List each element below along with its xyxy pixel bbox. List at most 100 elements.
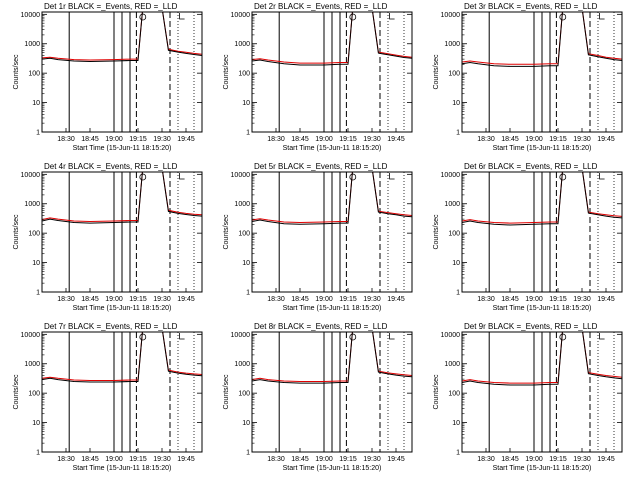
x-tick-label: 19:45: [177, 456, 195, 463]
y-tick-label: 1: [246, 450, 250, 457]
y-tick-label: 10: [452, 260, 460, 267]
y-tick-label: 1000: [444, 361, 460, 368]
x-tick-label: 18:30: [57, 136, 75, 143]
y-tick-label: 10000: [231, 172, 251, 179]
x-tick-label: 19:15: [549, 456, 567, 463]
y-tick-label: 1000: [444, 201, 460, 208]
x-tick-label: 19:45: [387, 456, 405, 463]
x-tick-label: 19:45: [387, 136, 405, 143]
x-tick-label: 19:15: [129, 136, 147, 143]
y-axis-label: Counts/sec: [223, 214, 230, 250]
y-tick-label: 1: [246, 130, 250, 137]
x-axis-label: Start Time (15-Jun-11 18:15:20): [283, 465, 382, 472]
y-tick-label: 1000: [24, 201, 40, 208]
y-axis-label: Counts/sec: [433, 54, 440, 90]
y-tick-label: 100: [448, 231, 460, 238]
y-tick-label: 10000: [21, 12, 41, 19]
y-tick-label: 10000: [231, 12, 251, 19]
panel-title: Det 4r BLACK =_Events, RED =_LLD: [44, 162, 178, 171]
panel-frame: [461, 171, 623, 293]
x-tick-label: 18:30: [267, 456, 285, 463]
series-line-events: [42, 172, 202, 224]
x-tick-label: 19:15: [549, 136, 567, 143]
panel-frame: [251, 11, 413, 133]
flag-step-marker: [389, 173, 395, 180]
flag-circle-marker: [559, 13, 567, 21]
x-axis-label: Start Time (15-Jun-11 18:15:20): [73, 305, 172, 312]
series-line-events: [462, 172, 622, 226]
detector-panel-6: Det 6r BLACK =_Events, RED =_LLD 1 10 100 10…: [433, 162, 623, 312]
series-line-events: [252, 12, 412, 66]
x-tick-label: 19:15: [339, 136, 357, 143]
panel-plot-area: [252, 12, 412, 132]
x-tick-label: 19:45: [177, 296, 195, 303]
detector-panel-5: Det 5r BLACK =_Events, RED =_LLD 1 10 100 10…: [223, 162, 413, 312]
x-tick-label: 19:30: [363, 136, 381, 143]
y-axis-label: Counts/sec: [223, 54, 230, 90]
y-tick-label: 100: [28, 71, 40, 78]
x-tick-label: 19:00: [105, 296, 123, 303]
flag-step-marker: [179, 173, 185, 180]
y-tick-label: 10: [242, 260, 250, 267]
x-tick-label: 19:45: [597, 456, 615, 463]
x-tick-label: 18:45: [291, 456, 309, 463]
x-tick-label: 19:30: [573, 136, 591, 143]
y-tick-label: 1000: [24, 361, 40, 368]
panel-plot-area: [42, 172, 202, 292]
x-tick-label: 19:30: [573, 456, 591, 463]
series-line-events: [462, 12, 622, 67]
x-tick-label: 19:15: [129, 456, 147, 463]
flag-step-marker: [179, 13, 185, 20]
panel-plot-area: [462, 172, 622, 292]
series-line-events: [252, 172, 412, 225]
x-tick-label: 18:45: [291, 136, 309, 143]
x-tick-label: 19:30: [153, 136, 171, 143]
flag-step-marker: [599, 173, 605, 180]
x-tick-label: 19:45: [387, 296, 405, 303]
x-tick-label: 19:00: [105, 456, 123, 463]
flag-circle-marker: [139, 173, 147, 181]
x-tick-label: 19:30: [573, 296, 591, 303]
y-tick-label: 10000: [21, 172, 41, 179]
panel-frame: [461, 11, 623, 133]
x-tick-label: 18:30: [267, 296, 285, 303]
x-tick-label: 19:30: [153, 456, 171, 463]
x-tick-label: 19:15: [339, 296, 357, 303]
x-axis-label: Start Time (15-Jun-11 18:15:20): [283, 145, 382, 152]
y-tick-label: 10: [452, 420, 460, 427]
panel-plot-area: [252, 172, 412, 292]
flag-circle-marker: [559, 333, 567, 341]
x-tick-label: 18:30: [57, 296, 75, 303]
panel-plot-area: [252, 332, 412, 452]
x-tick-label: 18:45: [501, 136, 519, 143]
x-tick-label: 19:00: [315, 296, 333, 303]
y-tick-label: 10: [242, 100, 250, 107]
series-line-events: [462, 332, 622, 386]
detector-panel-8: Det 8r BLACK =_Events, RED =_LLD 1 10 100 10…: [223, 322, 413, 472]
y-tick-label: 10: [32, 100, 40, 107]
y-tick-label: 10: [32, 260, 40, 267]
flag-circle-marker: [349, 333, 357, 341]
x-tick-label: 19:15: [339, 456, 357, 463]
y-axis-label: Counts/sec: [13, 214, 20, 250]
x-tick-label: 19:00: [315, 136, 333, 143]
flag-circle-marker: [349, 173, 357, 181]
y-tick-label: 10: [242, 420, 250, 427]
detector-panel-9: Det 9r BLACK =_Events, RED =_LLD 1 10 100 10…: [433, 322, 623, 472]
x-tick-label: 18:45: [501, 296, 519, 303]
panel-title: Det 6r BLACK =_Events, RED =_LLD: [464, 162, 598, 171]
x-tick-label: 19:45: [597, 136, 615, 143]
y-tick-label: 1: [456, 450, 460, 457]
x-tick-label: 19:00: [105, 136, 123, 143]
x-axis-label: Start Time (15-Jun-11 18:15:20): [73, 145, 172, 152]
flag-circle-marker: [349, 13, 357, 21]
y-tick-label: 1000: [234, 361, 250, 368]
y-tick-label: 1: [456, 130, 460, 137]
y-tick-label: 1: [456, 290, 460, 297]
panel-frame: [41, 11, 203, 133]
y-tick-label: 10000: [441, 12, 461, 19]
y-tick-label: 1000: [444, 41, 460, 48]
x-tick-label: 18:30: [267, 136, 285, 143]
y-tick-label: 1: [246, 290, 250, 297]
